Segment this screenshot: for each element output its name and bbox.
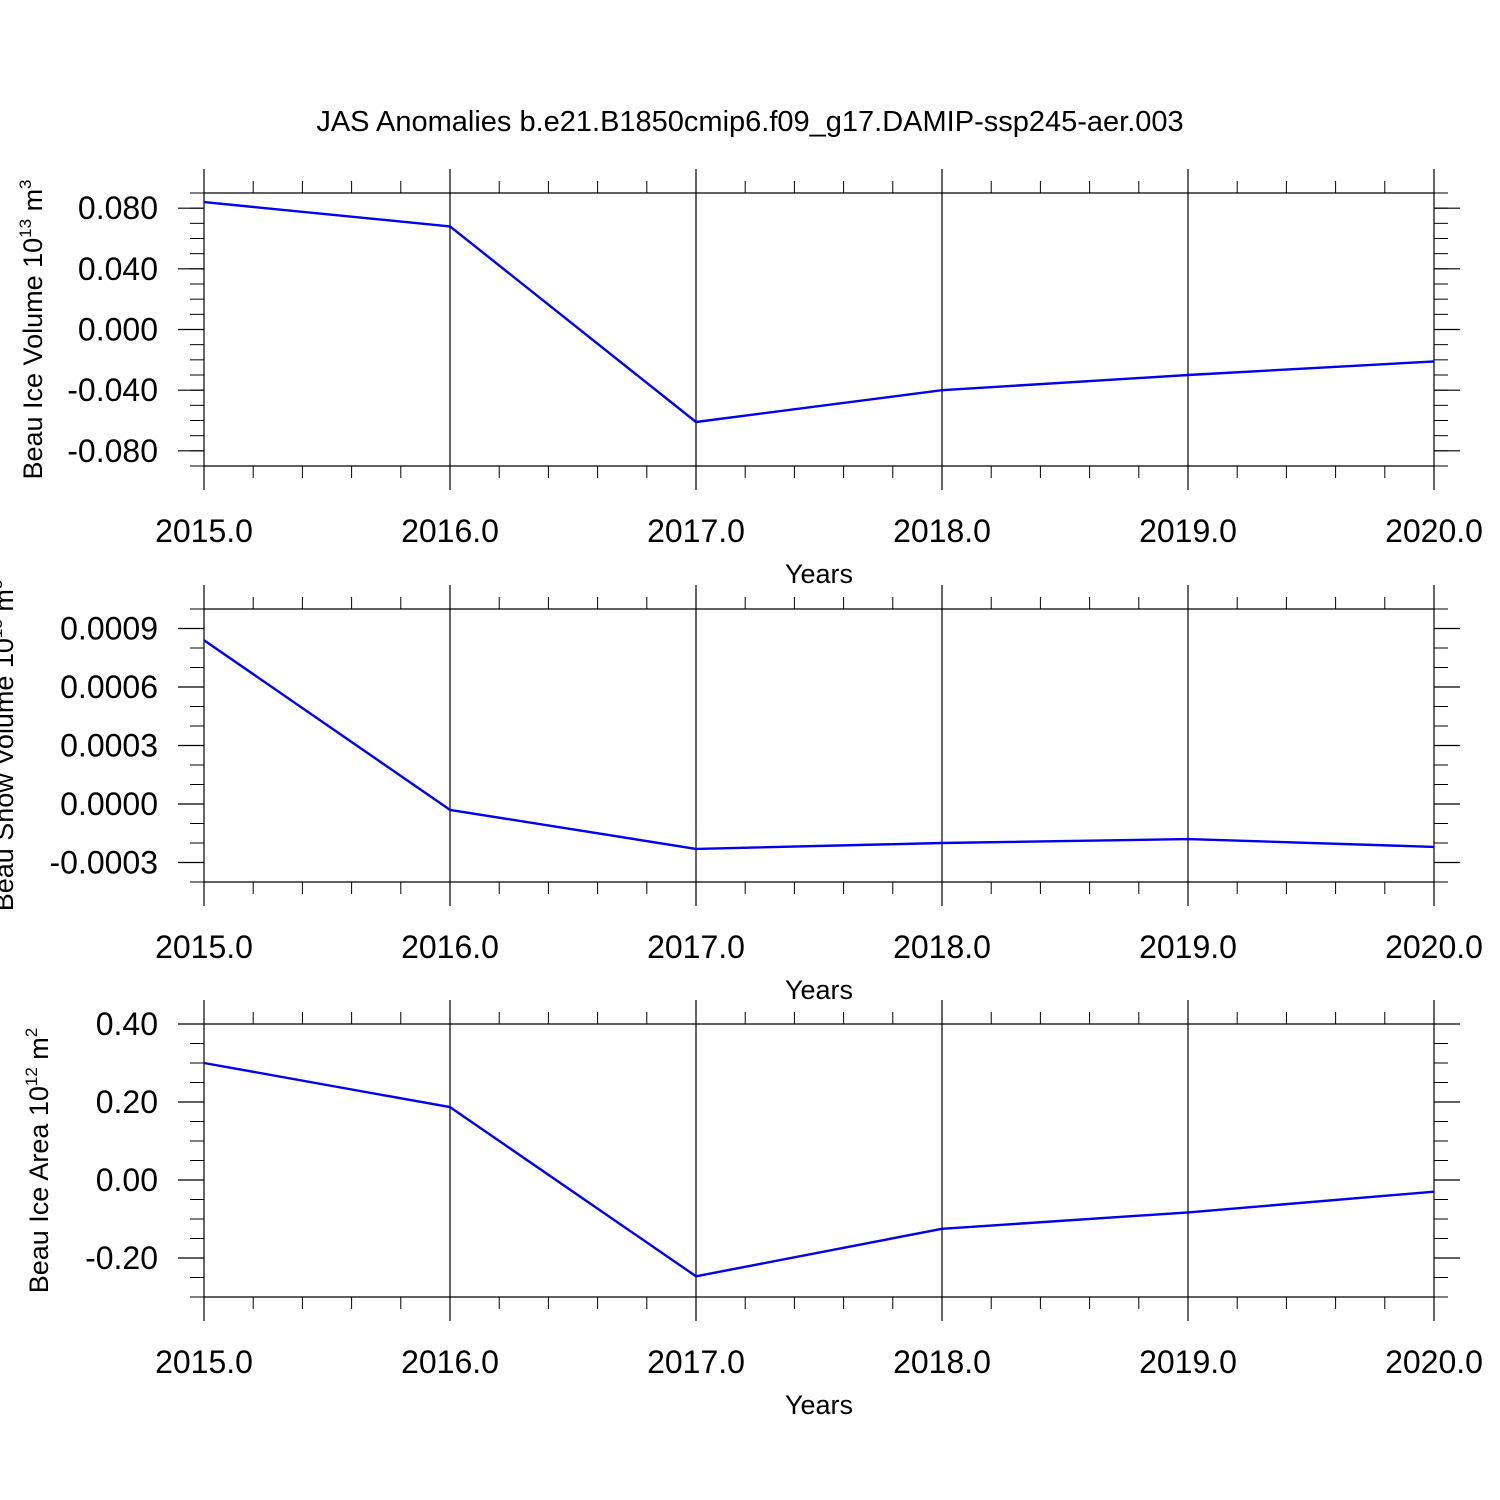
y-tick-label: 0.20 [96,1084,158,1120]
y-axis-label: Beau Ice Area 1012 m2 [22,1028,54,1294]
panel-1: 0.080 0.040 0.000 -0.040 -0.080 2015.0 2016.0 2… [16,169,1483,589]
series-line [203,639,1435,851]
x-tick-label: 2018.0 [893,929,991,965]
x-tick-label: 2017.0 [647,1344,745,1380]
y-tick-label: 0.040 [78,251,158,287]
y-tick-label: -0.040 [67,372,158,408]
x-tick-label: 2015.0 [155,513,253,549]
x-tick-label: 2016.0 [401,1344,499,1380]
y-tick-label: 0.00 [96,1162,158,1198]
y-axis-label: Beau Snow Volume 1013 m3 [0,580,19,912]
x-tick-label: 2018.0 [893,513,991,549]
y-tick-label: 0.000 [78,312,158,348]
x-axis-label: Years [785,559,853,589]
x-tick-label: 2017.0 [647,513,745,549]
y-tick-label: 0.0003 [60,728,158,764]
y-tick-label: 0.0009 [60,611,158,647]
x-tick-label: 2016.0 [401,929,499,965]
x-axis-label: Years [785,975,853,1005]
x-tick-label: 2019.0 [1139,929,1237,965]
panel-3: 0.40 0.20 0.00 -0.20 2015.0 2016.0 2017.0 2018.… [22,1000,1483,1420]
x-tick-label: 2019.0 [1139,1344,1237,1380]
y-tick-label: 0.0006 [60,669,158,705]
x-tick-label: 2017.0 [647,929,745,965]
y-tick-label: -0.20 [85,1240,158,1276]
y-axis-label: Beau Ice Volume 1013 m3 [16,179,48,479]
x-tick-label: 2020.0 [1385,929,1483,965]
panel-2: 0.0009 0.0006 0.0003 0.0000 -0.0003 2015.0 201… [0,580,1483,1005]
series-line [203,200,1435,424]
x-tick-label: 2016.0 [401,513,499,549]
x-tick-label: 2015.0 [155,1344,253,1380]
x-tick-label: 2019.0 [1139,513,1237,549]
y-tick-label: -0.080 [67,433,158,469]
x-tick-label: 2015.0 [155,929,253,965]
y-tick-label: 0.080 [78,190,158,226]
x-axis-label: Years [785,1390,853,1420]
x-tick-label: 2018.0 [893,1344,991,1380]
x-tick-label: 2020.0 [1385,513,1483,549]
x-tick-label: 2020.0 [1385,1344,1483,1380]
panels: 0.080 0.040 0.000 -0.040 -0.080 2015.0 2016.0 2… [0,169,1483,1420]
series-line [203,1061,1435,1278]
y-tick-label: 0.40 [96,1006,158,1042]
y-tick-label: 0.0000 [60,786,158,822]
y-tick-label: -0.0003 [49,845,158,881]
chart-title: JAS Anomalies b.e21.B1850cmip6.f09_g17.D… [316,106,1183,138]
